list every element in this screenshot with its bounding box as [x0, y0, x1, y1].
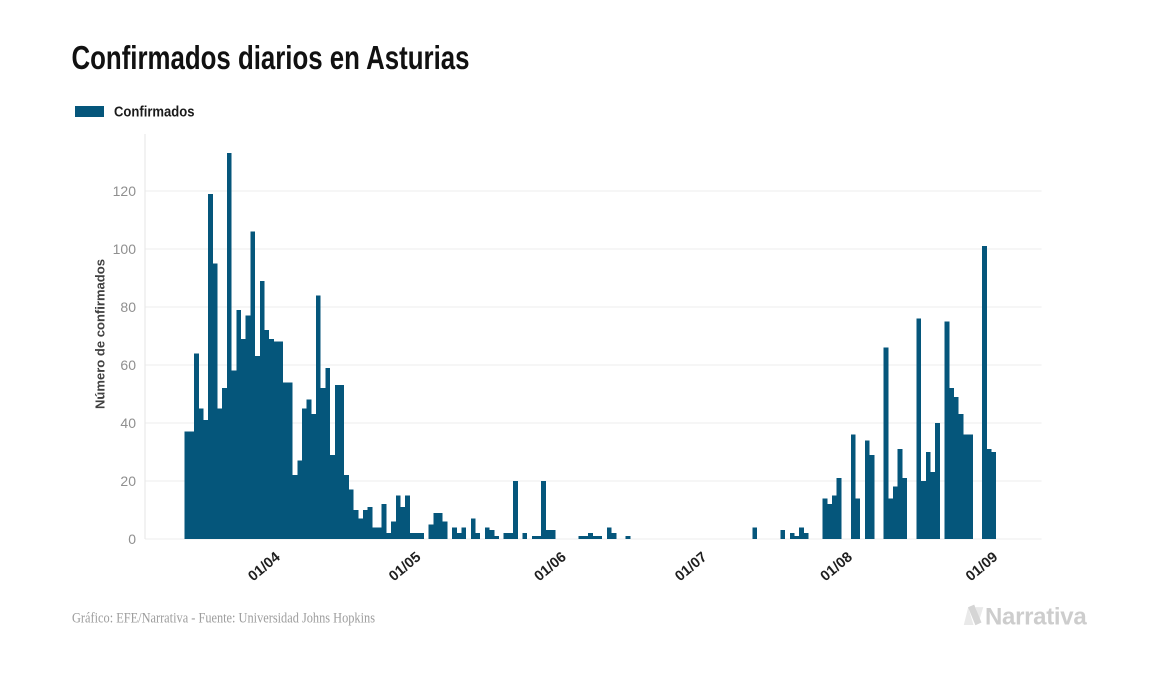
- svg-text:Confirmados diarios en Asturia: Confirmados diarios en Asturias: [72, 39, 470, 76]
- svg-text:01/05: 01/05: [386, 549, 424, 585]
- svg-text:80: 80: [120, 299, 136, 315]
- svg-text:01/09: 01/09: [963, 549, 1001, 585]
- svg-text:Número de confirmados: Número de confirmados: [93, 259, 108, 409]
- svg-text:120: 120: [113, 183, 137, 199]
- svg-text:01/07: 01/07: [672, 549, 710, 585]
- svg-text:0: 0: [128, 531, 136, 547]
- svg-text:40: 40: [120, 415, 136, 431]
- svg-text:60: 60: [120, 357, 136, 373]
- svg-text:100: 100: [113, 241, 137, 257]
- svg-text:Gráfico: EFE/Narrativa - Fuent: Gráfico: EFE/Narrativa - Fuente: Univers…: [72, 611, 375, 627]
- svg-text:01/06: 01/06: [532, 549, 570, 585]
- svg-text:01/04: 01/04: [245, 549, 283, 585]
- svg-text:20: 20: [120, 473, 136, 489]
- svg-text:01/08: 01/08: [818, 549, 856, 585]
- svg-text:Narrativa: Narrativa: [985, 604, 1087, 631]
- svg-text:Confirmados: Confirmados: [114, 105, 195, 121]
